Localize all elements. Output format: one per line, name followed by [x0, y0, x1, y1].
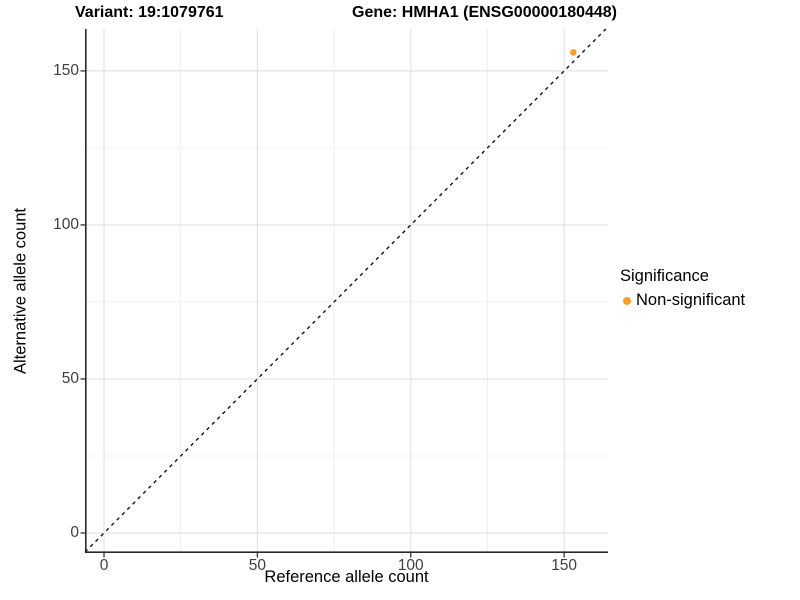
- legend-title: Significance: [620, 267, 709, 285]
- variant-title: Variant: 19:1079761: [75, 4, 224, 21]
- y-axis-label: Alternative allele count: [11, 207, 30, 375]
- identity-dashed-line: [84, 28, 607, 553]
- legend-point-icon: [623, 296, 631, 305]
- gene-title: Gene: HMHA1 (ENSG00000180448): [352, 4, 618, 21]
- x-axis-label: Reference allele count: [264, 568, 429, 586]
- y-tick-label: 50: [61, 369, 79, 387]
- plot-canvas: [80, 28, 608, 558]
- y-tick-label: 150: [53, 61, 79, 79]
- data-point: [570, 49, 577, 56]
- legend-items: Non-significant: [620, 291, 745, 310]
- legend-item: Non-significant: [620, 291, 745, 310]
- legend-item-label: Non-significant: [636, 291, 746, 309]
- x-tick-label: 0: [99, 557, 109, 574]
- plot-panel: [80, 28, 608, 558]
- legend: Significance Non-significant: [620, 267, 745, 310]
- x-tick-label: 100: [397, 557, 424, 574]
- x-tick-label: 50: [248, 557, 267, 574]
- y-tick-label: 0: [70, 523, 79, 541]
- y-tick-label: 100: [53, 215, 79, 233]
- x-tick-label: 150: [551, 557, 578, 574]
